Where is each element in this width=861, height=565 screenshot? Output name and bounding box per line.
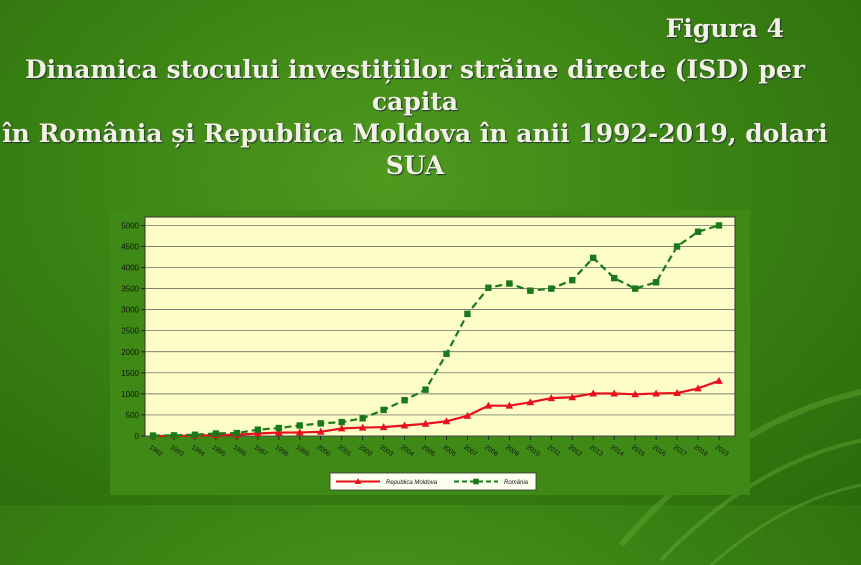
data-point-square [443, 350, 450, 358]
data-point-triangle [652, 389, 660, 397]
data-point-triangle [610, 389, 618, 397]
y-tick-label: 4000 [121, 264, 139, 273]
data-point-triangle [631, 390, 639, 398]
page-title: Dinamica stocului investițiilor străine … [0, 54, 830, 182]
legend-marker-triangle [354, 478, 362, 484]
y-tick-label: 2500 [121, 327, 139, 336]
y-tick-label: 0 [135, 432, 140, 441]
data-point-square [170, 432, 178, 439]
legend-box [329, 472, 537, 491]
y-tick-label: 3500 [121, 285, 139, 294]
series-line-1 [152, 224, 720, 437]
data-point-square [212, 430, 220, 437]
data-point-square [149, 432, 157, 439]
data-point-square [590, 254, 597, 262]
data-point-triangle [421, 419, 430, 427]
data-point-square [506, 280, 513, 287]
data-point-square [338, 418, 345, 426]
line-chart: 0 500 1000 1500 2000 2500 3000 3500 4000 4500 5000… [110, 210, 750, 495]
data-point-square [380, 406, 387, 414]
title-line-3: SUA [385, 151, 445, 180]
data-point-triangle [589, 389, 598, 397]
chart-container: 0 500 1000 1500 2000 2500 3000 3500 4000 4500 5000… [110, 210, 750, 495]
data-point-square [359, 415, 366, 422]
data-point-triangle [337, 424, 346, 432]
data-point-square [464, 310, 471, 318]
data-point-square [694, 228, 702, 235]
data-point-square [191, 431, 199, 438]
data-point-triangle [463, 411, 472, 419]
data-point-triangle [358, 423, 367, 431]
y-tick-label: 4500 [121, 242, 139, 251]
data-point-triangle [526, 398, 535, 406]
data-point-square [715, 222, 723, 229]
data-point-square [652, 279, 660, 286]
data-point-triangle [254, 429, 262, 437]
data-point-square [275, 424, 282, 432]
data-point-square [569, 276, 576, 284]
data-point-triangle [379, 423, 388, 431]
data-point-square [610, 274, 618, 282]
data-point-triangle [694, 384, 702, 392]
data-point-square [548, 285, 555, 292]
data-point-square [485, 284, 492, 291]
data-point-triangle [274, 428, 283, 436]
data-point-square [296, 422, 303, 429]
legend-marker-square [473, 478, 479, 485]
data-point-triangle [484, 401, 493, 409]
data-point-triangle [400, 421, 409, 429]
title-line-1: Dinamica stocului investițiilor străine … [24, 55, 806, 116]
data-point-square [527, 287, 534, 294]
data-point-triangle [715, 376, 723, 384]
data-point-triangle [547, 394, 556, 402]
series-line-0 [152, 379, 720, 438]
data-point-square [401, 397, 408, 404]
y-tick-label: 1000 [121, 390, 139, 399]
data-point-square [317, 420, 324, 427]
data-point-triangle [442, 417, 451, 425]
data-point-triangle [505, 401, 514, 409]
legend-label: Republica Moldova [386, 480, 438, 486]
data-point-square [422, 386, 429, 393]
data-point-square [631, 285, 639, 292]
data-point-square [233, 429, 241, 437]
y-tick-label: 2000 [121, 348, 139, 357]
legend-label: România [504, 480, 529, 486]
figure-label: Figura 4 [665, 14, 784, 43]
data-point-triangle [568, 393, 577, 401]
plot-area [144, 216, 736, 437]
data-point-triangle [673, 389, 681, 397]
y-tick-label: 1500 [121, 369, 139, 378]
y-tick-label: 3000 [121, 306, 139, 315]
title-line-2: în România și Republica Moldova în anii … [2, 119, 828, 148]
data-point-square [254, 426, 262, 433]
data-point-triangle [295, 428, 304, 436]
data-point-triangle [316, 427, 325, 435]
y-tick-label: 500 [126, 411, 140, 420]
y-tick-label: 5000 [121, 221, 139, 230]
data-point-square [673, 243, 681, 250]
